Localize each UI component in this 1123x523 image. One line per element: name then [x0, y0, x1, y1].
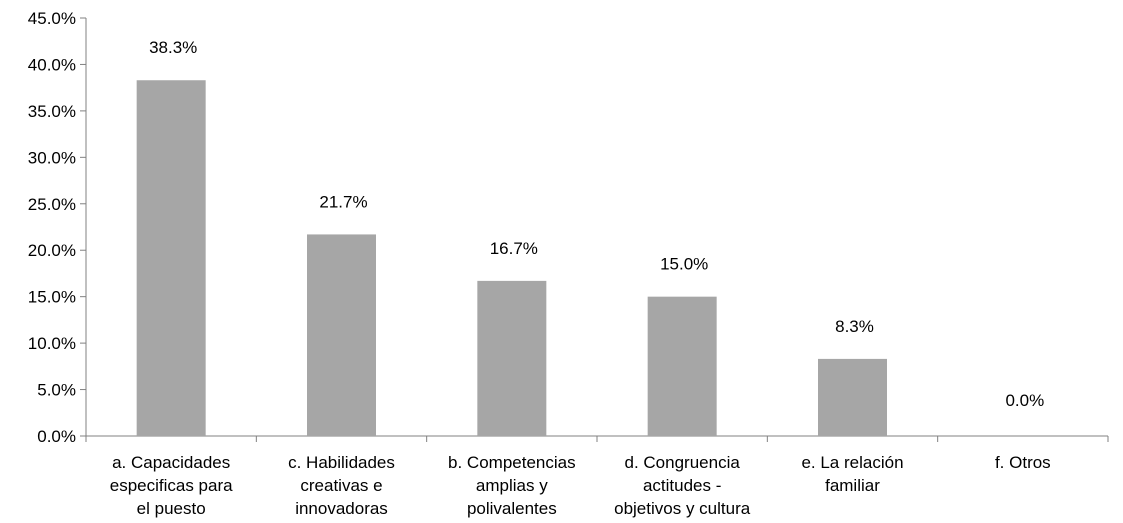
x-category-label: actitudes - — [643, 476, 721, 495]
x-category-label: d. Congruencia — [625, 453, 741, 472]
x-category-label: el puesto — [137, 499, 206, 518]
x-category-label: b. Competencias — [448, 453, 576, 472]
x-category-label: f. Otros — [995, 453, 1051, 472]
data-label: 0.0% — [1005, 391, 1044, 410]
y-tick-label: 40.0% — [28, 55, 76, 74]
data-label: 16.7% — [490, 239, 538, 258]
y-tick-label: 30.0% — [28, 148, 76, 167]
x-category-label: amplias y — [476, 476, 548, 495]
x-category-label: objetivos y cultura — [614, 499, 751, 518]
bar — [647, 296, 717, 436]
y-tick-label: 10.0% — [28, 334, 76, 353]
y-tick-label: 35.0% — [28, 102, 76, 121]
y-tick-label: 5.0% — [37, 381, 76, 400]
data-label: 8.3% — [835, 317, 874, 336]
x-category-label: innovadoras — [295, 499, 388, 518]
x-category-label: creativas e — [300, 476, 382, 495]
data-labels: 38.3% 21.7% 16.7% 15.0% 8.3% 0.0% — [149, 38, 1044, 410]
x-category-label: e. La relación — [801, 453, 903, 472]
y-tick-label: 45.0% — [28, 9, 76, 28]
x-category-label: c. Habilidades — [288, 453, 395, 472]
x-category-label: familiar — [825, 476, 880, 495]
bar — [307, 234, 376, 436]
bar — [477, 280, 547, 436]
data-label: 21.7% — [319, 192, 367, 211]
data-label: 15.0% — [660, 255, 708, 274]
data-label: 38.3% — [149, 38, 197, 57]
y-tick-label: 0.0% — [37, 427, 76, 446]
y-tick-label: 25.0% — [28, 195, 76, 214]
x-category-label: especificas para — [110, 476, 233, 495]
bar — [136, 80, 206, 436]
y-tick-label: 15.0% — [28, 288, 76, 307]
x-category-label: a. Capacidades — [112, 453, 230, 472]
x-axis — [85, 435, 1109, 442]
category-labels: a. Capacidades especificas para el puesto c… — [110, 453, 1051, 518]
bars — [136, 80, 887, 436]
y-axis: 0.0% 5.0% 10.0% 15.0% 20.0% 25.0% 30.0% 35.0% 40… — [28, 9, 87, 446]
x-category-label: polivalentes — [467, 499, 557, 518]
y-tick-label: 20.0% — [28, 241, 76, 260]
bar — [818, 358, 887, 436]
